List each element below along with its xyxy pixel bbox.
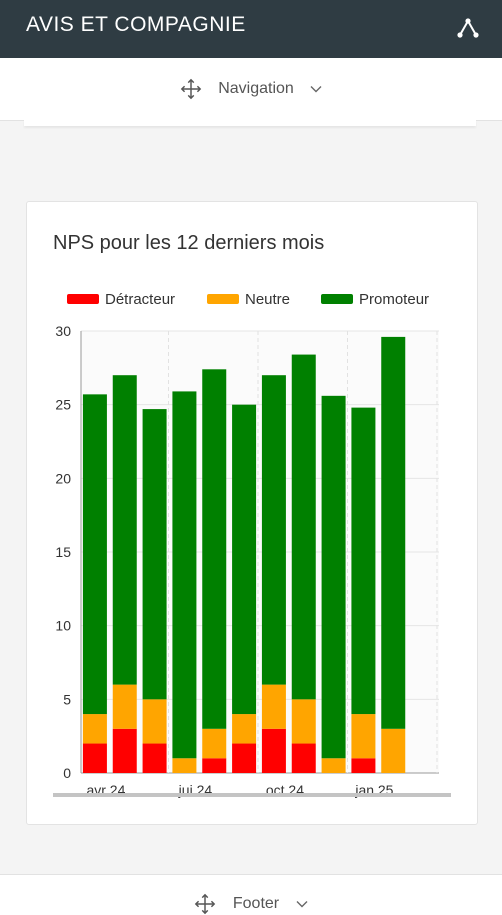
y-tick-label: 20 bbox=[55, 470, 71, 486]
bar-segment bbox=[261, 728, 286, 773]
chevron-down-icon bbox=[310, 86, 322, 93]
nps-card: NPS pour les 12 derniers mois 0 5 10 15 20 25… bbox=[26, 201, 478, 825]
legend-label: Neutre bbox=[245, 291, 290, 308]
bar-segment bbox=[291, 743, 316, 773]
bar-segment bbox=[291, 354, 316, 700]
move-icon bbox=[195, 893, 216, 915]
bar-segment bbox=[232, 404, 257, 715]
legend-label: Détracteur bbox=[105, 291, 175, 308]
bar-segment bbox=[351, 714, 376, 759]
bar-segment bbox=[172, 758, 197, 773]
navigation-label: Navigation bbox=[218, 80, 294, 97]
move-icon bbox=[180, 78, 201, 100]
bar-segment bbox=[112, 684, 137, 729]
bar-segment bbox=[112, 375, 137, 685]
bar-segment bbox=[202, 758, 227, 773]
y-tick-label: 15 bbox=[55, 544, 71, 560]
y-tick-label: 10 bbox=[55, 618, 71, 634]
bar-segment bbox=[82, 394, 107, 715]
bar-segment bbox=[172, 391, 197, 759]
bar-segment bbox=[321, 758, 346, 773]
bar-segment bbox=[202, 369, 227, 729]
legend-swatch bbox=[207, 294, 239, 304]
y-tick-label: 25 bbox=[55, 397, 71, 413]
chevron-down-icon bbox=[296, 901, 308, 908]
share-icon[interactable] bbox=[456, 16, 480, 40]
bar-segment bbox=[82, 743, 107, 773]
legend-swatch bbox=[67, 294, 99, 304]
navigation-toggle[interactable]: Navigation bbox=[0, 78, 502, 100]
chart-scrollbar bbox=[53, 793, 451, 797]
bar-segment bbox=[142, 409, 167, 700]
app-header: AVIS ET COMPAGNIE bbox=[0, 0, 502, 58]
brand-logo[interactable]: AVIS ET COMPAGNIE bbox=[26, 13, 246, 36]
navigation-bar: Navigation bbox=[0, 58, 502, 121]
bar-segment bbox=[261, 375, 286, 685]
bar-segment bbox=[112, 728, 137, 773]
bar-segment bbox=[142, 743, 167, 773]
bar-segment bbox=[232, 714, 257, 744]
footer-label: Footer bbox=[232, 895, 280, 912]
bar-segment bbox=[232, 743, 257, 773]
bar-segment bbox=[261, 684, 286, 729]
legend-label: Promoteur bbox=[359, 291, 429, 308]
bar-segment bbox=[321, 395, 346, 759]
navigation-panel-edge bbox=[24, 120, 476, 126]
bar-segment bbox=[291, 699, 316, 744]
y-tick-label: 30 bbox=[55, 323, 71, 339]
card-title: NPS pour les 12 derniers mois bbox=[53, 232, 325, 254]
y-tick-label: 5 bbox=[63, 691, 71, 707]
bar-segment bbox=[381, 336, 406, 729]
bar-segment bbox=[351, 758, 376, 773]
legend-swatch bbox=[321, 294, 353, 304]
footer-bar: Footer bbox=[0, 874, 502, 915]
footer-toggle[interactable]: Footer bbox=[0, 893, 502, 915]
bar-segment bbox=[82, 714, 107, 744]
y-tick-label: 0 bbox=[63, 765, 71, 781]
bar-segment bbox=[202, 728, 227, 759]
bar-segment bbox=[351, 407, 376, 715]
bar-segment bbox=[381, 728, 406, 773]
bar-segment bbox=[142, 699, 167, 744]
